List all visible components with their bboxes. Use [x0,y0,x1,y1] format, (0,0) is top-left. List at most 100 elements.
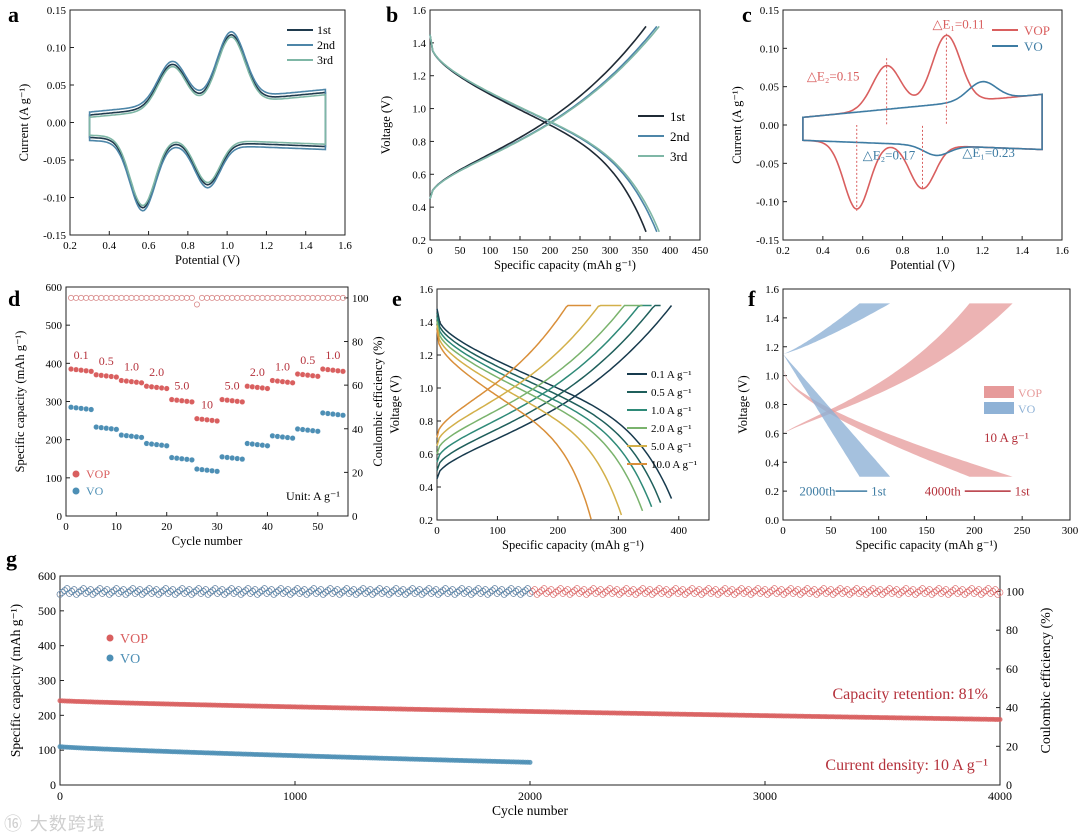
ce-point [93,294,100,301]
ce-point [312,590,320,597]
capacity-point [158,384,165,391]
vo-discharge-band [783,354,891,477]
panel-letter-b: b [386,2,398,27]
cv-line-2nd [88,30,327,212]
ce-point [632,591,640,598]
ce-point [232,588,240,595]
x-tick-label: 4000 [988,789,1012,803]
capacity-point [143,383,150,390]
capacity-point [113,426,120,433]
y-tick-label: 200 [38,708,56,722]
ce-point [108,294,115,301]
ce-point [91,589,99,596]
ce-point [237,591,245,598]
ce-point [489,587,496,594]
ce-point [451,591,459,598]
capacity-point [158,442,165,449]
ce-point [178,294,185,301]
ce-point [667,589,675,596]
ce-point [585,589,593,596]
legend-label: 10.0 A g⁻¹ [651,459,697,471]
ce-point [299,294,306,301]
ce-point [207,589,214,596]
ce-point [674,590,682,597]
x-tick-label: 300 [610,525,627,537]
rate-label: 1.0 [124,360,139,374]
ce-point [103,294,110,301]
ce-point [413,588,421,595]
y-tick-label: 600 [46,282,63,294]
x-tick-label: 40 [262,521,274,533]
plot-frame [69,9,346,236]
x-tick-label: 150 [512,245,529,257]
x-tick-label: 400 [662,245,679,257]
ce-point [484,591,492,598]
legend-label: 2nd [317,38,335,52]
ce-point [439,587,447,594]
panel-letter-g: g [6,546,17,571]
legend-label: VO [1018,402,1036,416]
rate-label: 0.1 [74,348,89,362]
ce-point [123,294,130,301]
ce-point [411,590,419,597]
ce-point [796,591,804,598]
ce-point [214,590,221,597]
ce-point [150,588,158,595]
ce-point [888,590,896,597]
ce-point [274,294,281,301]
capacity-point [188,456,195,463]
ce-point [552,589,560,596]
ce-point [496,588,503,595]
ce-point [973,588,980,595]
ce-point [294,294,301,301]
ce-point [731,591,738,598]
capacity-point [93,371,100,378]
ce-point [181,590,188,597]
rate-label: 0.5 [300,353,315,367]
x-tick-label: 350 [632,245,649,257]
ce-point [782,589,790,596]
ce-point [996,589,1004,596]
vo-charge-band [783,303,891,354]
ce-point [223,589,231,596]
ce-point [254,591,261,598]
ce-point [269,294,276,301]
capacity-point [83,405,90,412]
x-tick-label: 0 [780,525,786,537]
y-tick-label: 500 [38,604,56,618]
capacity-point [314,373,321,380]
ce-point [914,589,922,596]
y-tick-label: 0.8 [412,136,426,148]
x-tick-label: 0.6 [856,245,870,257]
legend-marker [106,654,114,662]
ce-point [167,588,174,595]
ce-point [949,587,957,594]
ce-point [740,590,748,597]
x-tick-label: 200 [550,525,567,537]
ce-point [681,591,689,598]
delta-e-label: △E₁=0.23 [962,145,1015,160]
ce-point [691,590,698,597]
cv-line-3rd [88,36,327,207]
ce-point [345,590,353,597]
ce-point [858,588,865,595]
ce-point [604,587,611,594]
ce-point [214,294,221,301]
ce-point [138,591,146,598]
x-axis-title: Specific capacity (mAh g⁻¹) [502,538,644,552]
x-axis-title: Cycle number [492,803,569,818]
ce-point [256,589,264,596]
capacity-point [249,441,256,448]
x-tick-label: 50 [455,245,467,257]
retention-note: Capacity retention: 81% [832,686,988,703]
rate-label: 1.0 [275,360,290,374]
ce-point [157,589,165,596]
ce-point [331,588,339,595]
legend-label: 2nd [670,129,690,144]
x-tick-label: 0 [427,245,433,257]
capacity-point [284,434,291,441]
capacity-point [153,384,160,391]
ce-point [247,590,254,597]
capacity-point [68,366,75,373]
